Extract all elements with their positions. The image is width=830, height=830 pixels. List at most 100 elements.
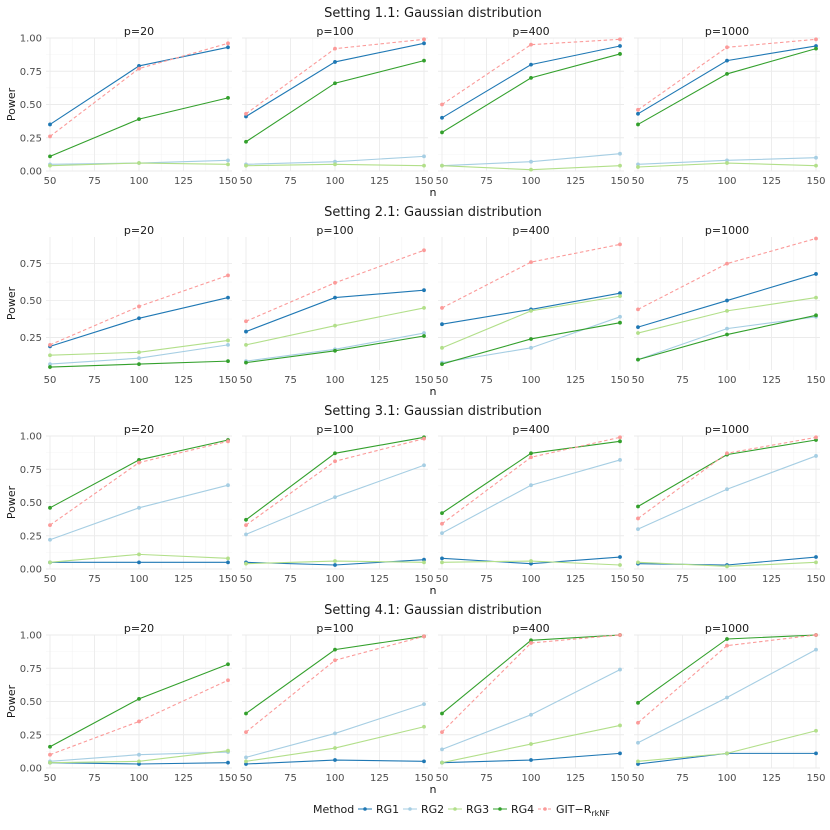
- legend-item-rg3: RG3: [448, 803, 489, 816]
- data-point-rg3: [529, 742, 533, 746]
- data-point-git: [440, 102, 444, 107]
- panel-strip-label: p=100: [316, 423, 353, 436]
- data-point-rg4: [244, 517, 248, 522]
- data-point-rg2: [725, 158, 729, 163]
- x-tick-label: 75: [676, 773, 689, 784]
- data-point-rg2: [618, 314, 622, 319]
- data-point-rg4: [48, 154, 52, 159]
- data-point-rg3: [440, 345, 444, 350]
- data-point-rg2: [618, 151, 622, 156]
- data-point-git: [137, 460, 141, 465]
- data-point-rg3: [422, 560, 426, 565]
- data-point-rg1: [814, 751, 818, 756]
- data-point-rg1: [440, 115, 444, 120]
- data-point-rg4: [814, 438, 818, 442]
- x-tick-label: 75: [676, 375, 689, 386]
- y-tick-label: 0.75: [20, 664, 42, 675]
- data-point-rg4: [725, 637, 729, 641]
- data-point-rg1: [226, 295, 230, 300]
- data-point-git: [48, 134, 52, 139]
- panel-2-p20: p=20 50 75 100 125 150: [44, 224, 238, 386]
- x-axis-label-3: n: [430, 584, 437, 597]
- data-point-rg1: [422, 759, 426, 764]
- data-point-rg4: [244, 360, 248, 365]
- x-tick-label: 100: [325, 375, 344, 386]
- x-tick-label: 100: [521, 773, 540, 784]
- data-point-rg2: [137, 505, 141, 510]
- panel-3-p400: p=400 50 75 100 125 150: [436, 423, 630, 585]
- data-point-rg4: [226, 95, 230, 100]
- panel-1-p100: p=100 50 75 100 125 150: [240, 25, 434, 187]
- legend-title: Method: [313, 803, 354, 816]
- data-point-rg4: [48, 505, 52, 510]
- x-tick-label: 100: [717, 773, 736, 784]
- data-point-rg2: [814, 647, 818, 652]
- y-tick-label: 0.25: [20, 531, 42, 542]
- data-point-rg3: [636, 331, 640, 335]
- series-line-git: [637, 634, 817, 724]
- data-point-rg1: [725, 58, 729, 63]
- data-point-rg4: [636, 504, 640, 509]
- data-point-rg3: [244, 342, 248, 347]
- data-point-git: [422, 634, 426, 639]
- data-point-git: [137, 719, 141, 724]
- data-point-git: [137, 66, 141, 71]
- x-tick-label: 75: [480, 773, 493, 784]
- x-tick-label: 100: [129, 375, 148, 386]
- x-tick-label: 150: [806, 375, 825, 386]
- data-point-rg1: [422, 41, 426, 46]
- data-point-rg4: [244, 711, 248, 716]
- data-point-rg1: [137, 762, 141, 766]
- data-point-rg3: [814, 163, 818, 168]
- x-axis-label-1: n: [430, 186, 437, 199]
- legend-item-git: GIT−RrkNF: [538, 803, 610, 818]
- panel-strip-label: p=100: [316, 622, 353, 635]
- data-point-rg2: [422, 331, 426, 335]
- y-tick-label: 0.25: [20, 730, 42, 741]
- data-point-git: [422, 248, 426, 253]
- data-point-rg1: [422, 557, 426, 562]
- y-tick-label: 0.50: [20, 697, 42, 708]
- x-tick-label: 100: [129, 574, 148, 585]
- data-point-rg1: [422, 288, 426, 293]
- x-tick-label: 150: [610, 176, 629, 187]
- panel-4-p1000: p=1000 50 75 100 125 150: [632, 622, 826, 784]
- data-point-rg3: [244, 561, 248, 566]
- x-tick-label: 75: [676, 176, 689, 187]
- data-point-git: [333, 280, 337, 285]
- data-point-rg3: [529, 559, 533, 563]
- data-point-rg3: [48, 163, 52, 168]
- data-point-git: [244, 319, 248, 324]
- data-point-git: [529, 455, 533, 460]
- legend-label-git-sub: rkNF: [591, 809, 610, 818]
- x-tick-label: 75: [88, 375, 101, 386]
- x-tick-label: 50: [240, 773, 253, 784]
- data-point-rg1: [244, 114, 248, 119]
- data-point-rg3: [422, 163, 426, 168]
- data-point-rg4: [814, 46, 818, 51]
- panel-strip-label: p=400: [512, 622, 549, 635]
- data-point-rg2: [422, 154, 426, 159]
- data-point-git: [422, 37, 426, 42]
- data-point-rg1: [226, 560, 230, 565]
- panel-1-p400: p=400 50 75 100 125 150: [436, 25, 630, 187]
- x-tick-label: 150: [806, 773, 825, 784]
- data-point-rg4: [48, 365, 52, 369]
- chart-rows: Setting 1.1: Gaussian distribution Power n…: [5, 6, 826, 796]
- series-line-git: [49, 42, 229, 137]
- x-tick-label: 50: [240, 574, 253, 585]
- data-point-git: [48, 752, 52, 757]
- data-point-rg2: [636, 527, 640, 531]
- data-point-git: [529, 42, 533, 47]
- data-point-git: [725, 451, 729, 456]
- data-point-rg3: [529, 167, 533, 172]
- data-point-rg2: [529, 159, 533, 164]
- data-point-git: [244, 111, 248, 116]
- y-tick-label: 0.50: [20, 100, 42, 111]
- data-point-rg1: [137, 316, 141, 321]
- y-tick-label: 0.75: [20, 67, 42, 78]
- x-tick-label: 50: [436, 574, 449, 585]
- legend-label-rg2: RG2: [421, 803, 444, 816]
- x-tick-label: 150: [610, 773, 629, 784]
- panel-strip-label: p=100: [316, 25, 353, 38]
